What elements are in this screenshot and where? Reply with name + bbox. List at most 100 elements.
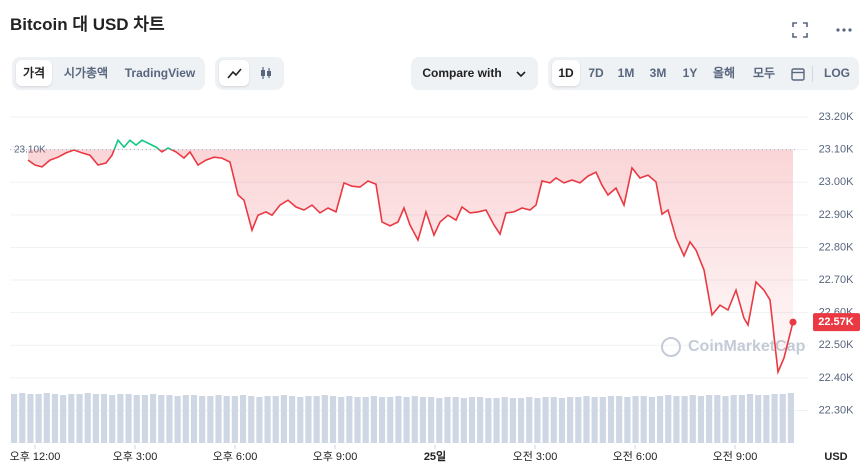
log-button[interactable]: LOG [824,66,850,80]
x-tick-label: 오후 6:00 [213,450,258,463]
volume-bar [738,395,745,443]
volume-bar [419,397,427,443]
compare-dropdown[interactable]: Compare with [411,57,538,90]
y-tick-label: 23.20K [819,111,855,123]
volume-bar [714,395,721,443]
range-button[interactable]: 모두 [752,66,776,80]
range-button[interactable]: 7D [588,66,604,80]
volume-bar [697,396,705,443]
volume-bar [100,394,108,443]
volume-bar [485,398,492,443]
y-tick-label: 22.70K [819,274,855,286]
volume-bar [591,397,598,443]
volume-bar [43,393,50,443]
top-icons [792,22,852,38]
title: Bitcoin 대 USD 차트 [10,15,165,34]
volume-bar [109,395,116,443]
volume-bar [706,395,713,443]
chart-type-group [215,57,284,90]
volume-bar [60,395,67,443]
tab[interactable]: TradingView [124,66,196,80]
range-group: LOG 1D 7D 1M 3M 1Y 올해 모두 [548,57,859,90]
volume-bar [174,396,181,443]
volume-bar [665,395,672,443]
last-label: 22.57K [818,316,854,328]
volume-bar [779,394,786,443]
volume-bar [746,394,754,443]
y-axis-label: USD [824,451,847,463]
volume-bar [468,397,476,443]
volume-bar [256,397,263,443]
volume-bar [526,397,533,443]
volume-bar [477,397,484,443]
tab[interactable]: 가격 [16,60,52,86]
range-button[interactable]: 1M [617,66,635,80]
volume-bar [92,394,99,443]
volume-bar [452,397,459,443]
volume-bar [501,397,508,443]
volume-bar [321,395,328,443]
volume-bar [117,394,124,443]
y-tick-label: 23.10K [819,144,855,156]
volume-bar [755,395,762,443]
volume-bar [248,396,255,443]
line-button[interactable] [219,60,249,86]
volume-bar [190,395,198,443]
range-button[interactable]: 1D [552,60,580,86]
tab[interactable]: 시가총액 [63,66,109,80]
area-fill [28,149,793,372]
volume-bar [11,394,18,443]
range-button[interactable]: 올해 [712,66,736,80]
last-point [789,318,797,326]
volume-bar [607,396,615,443]
volume-bar [313,396,320,443]
x-tick-label: 25일 [424,449,446,463]
volume-bar [509,398,516,443]
volume-bar [673,396,680,443]
volume-bar [84,393,91,443]
volume-bar [542,397,549,443]
volume-bar [616,396,623,443]
volume-bar [395,396,402,443]
tab-group: 가격 시가총액 TradingView [12,57,205,90]
volume-bar [215,395,222,443]
volume-bar [141,395,149,443]
fullscreen-icon[interactable] [792,22,808,38]
y-tick-label: 22.30K [819,404,855,416]
range-button[interactable]: 3M [649,66,667,80]
y-tick-label: 23.00K [819,176,855,188]
price-line-up [72,138,174,150]
volume-bar [460,398,467,443]
volume-bar [558,398,566,443]
volume-bar [632,396,639,443]
volume-bar [787,393,794,443]
volume-bar [493,398,500,443]
y-tick-label: 22.90K [819,209,855,221]
y-tick-label: 22.50K [819,339,855,351]
x-tick-label: 오후 12:00 [10,450,61,463]
volume-bar [624,397,631,443]
volume-bar [346,396,353,443]
range-button[interactable]: 1Y [682,66,698,80]
x-tick-label: 오후 9:00 [313,450,358,463]
chart: 23.20K23.10K23.00K22.90K22.80K22.70K22.6… [10,111,860,463]
compare-label: Compare with [422,66,502,80]
calendar-icon[interactable] [790,66,806,82]
volume-bar [297,397,304,443]
x-tick-label: 오전 9:00 [713,450,758,463]
volume-bar [730,395,737,443]
candle-button[interactable] [251,60,281,86]
volume-bar [158,395,165,443]
volume-bar [689,395,696,443]
volume-bar [27,394,34,443]
volume-bar [517,398,525,443]
more-icon[interactable] [836,28,852,32]
last-label-box [813,313,860,332]
volume-bar [223,396,230,443]
volume-bar [583,396,590,443]
volume-bar [207,396,214,443]
volume-bar [272,396,279,443]
volume-bar [150,394,157,443]
volume-bar [338,397,345,443]
